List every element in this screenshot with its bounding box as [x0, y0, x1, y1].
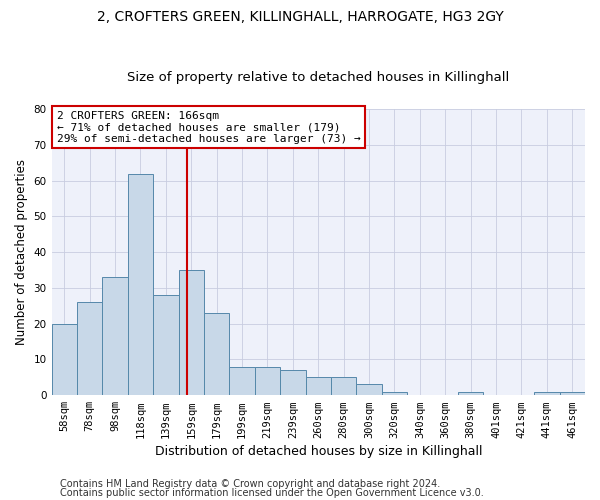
Bar: [179, 270, 204, 395]
Bar: [331, 378, 356, 395]
Bar: [382, 392, 407, 395]
Text: Contains HM Land Registry data © Crown copyright and database right 2024.: Contains HM Land Registry data © Crown c…: [60, 479, 440, 489]
Bar: [52, 324, 77, 395]
Bar: [534, 392, 560, 395]
Bar: [280, 370, 305, 395]
Bar: [356, 384, 382, 395]
Y-axis label: Number of detached properties: Number of detached properties: [15, 159, 28, 345]
Bar: [560, 392, 585, 395]
Text: 2 CROFTERS GREEN: 166sqm
← 71% of detached houses are smaller (179)
29% of semi-: 2 CROFTERS GREEN: 166sqm ← 71% of detach…: [57, 110, 361, 144]
Bar: [204, 313, 229, 395]
Bar: [103, 278, 128, 395]
Bar: [255, 366, 280, 395]
Text: Contains public sector information licensed under the Open Government Licence v3: Contains public sector information licen…: [60, 488, 484, 498]
Bar: [458, 392, 484, 395]
Text: 2, CROFTERS GREEN, KILLINGHALL, HARROGATE, HG3 2GY: 2, CROFTERS GREEN, KILLINGHALL, HARROGAT…: [97, 10, 503, 24]
X-axis label: Distribution of detached houses by size in Killinghall: Distribution of detached houses by size …: [155, 444, 482, 458]
Bar: [153, 295, 179, 395]
Bar: [128, 174, 153, 395]
Bar: [305, 378, 331, 395]
Bar: [229, 366, 255, 395]
Title: Size of property relative to detached houses in Killinghall: Size of property relative to detached ho…: [127, 72, 509, 85]
Bar: [77, 302, 103, 395]
